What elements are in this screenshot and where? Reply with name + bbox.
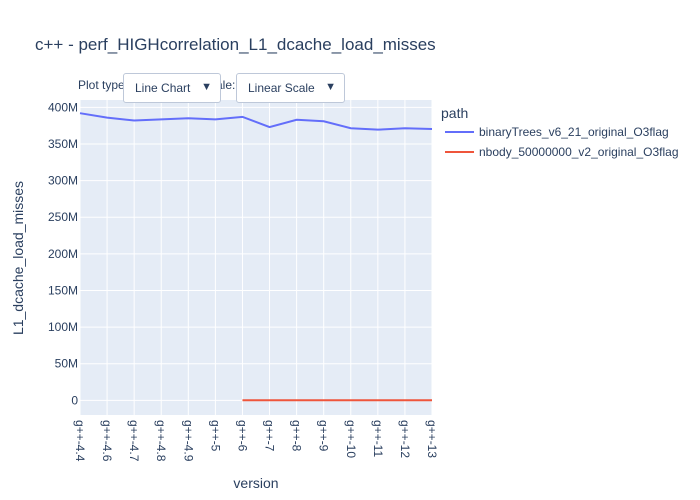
- y-tick-labels: 0 50M 100M 150M 200M 250M 300M 350M 400M: [48, 100, 78, 407]
- legend-item-label[interactable]: nbody_50000000_v2_original_O3flag: [479, 145, 679, 159]
- legend-item-label[interactable]: binaryTrees_v6_21_original_O3flag: [479, 125, 669, 139]
- y-tick-label: 250M: [48, 210, 78, 224]
- y-tick-label: 0: [71, 393, 78, 407]
- y-gridlines: [80, 106, 432, 401]
- y-tick-label: 100M: [48, 320, 78, 334]
- y-tick-label: 150M: [48, 283, 78, 297]
- y-tick-label: 350M: [48, 137, 78, 151]
- x-tick-label: g++-9: [317, 420, 331, 452]
- y-tick-label: 400M: [48, 100, 78, 114]
- plot-type-dropdown[interactable]: Line Chart ▼: [123, 73, 221, 103]
- chevron-down-icon: ▼: [325, 81, 336, 93]
- x-tick-labels: g++-4.4 g++-4.6 g++-4.7 g++-4.8 g++-4.9 g++-5…: [73, 420, 439, 462]
- y-axis-title: L1_dcache_load_misses: [10, 181, 26, 335]
- x-tick-label: g++-4.6: [100, 420, 114, 462]
- x-tick-label: g++-13: [425, 420, 439, 458]
- x-axis-title: version: [233, 475, 278, 491]
- plot-type-value: Line Chart: [135, 81, 191, 95]
- x-tick-label: g++-4.4: [73, 420, 87, 462]
- series-layer: [79, 112, 433, 402]
- y-tick-label: 200M: [48, 247, 78, 261]
- x-tick-label: g++-11: [371, 420, 385, 457]
- legend-title: path: [441, 105, 468, 121]
- x-tick-label: g++-4.9: [181, 420, 195, 462]
- x-tick-label: g++-10: [344, 420, 358, 458]
- scale-value: Linear Scale: [248, 81, 315, 95]
- legend-items: binaryTrees_v6_21_original_O3flag nbody_5…: [445, 125, 679, 159]
- chart-title: c++ - perf_HIGHcorrelation_L1_dcache_loa…: [35, 35, 436, 54]
- x-tick-label: g++-7: [263, 420, 277, 452]
- y-tick-label: 300M: [48, 174, 78, 188]
- x-tick-label: g++-8: [290, 420, 304, 452]
- chevron-down-icon: ▼: [201, 81, 212, 93]
- x-tick-label: g++-6: [235, 420, 249, 452]
- x-tick-label: g++-5: [208, 420, 222, 452]
- plot-type-label: Plot type:: [78, 78, 129, 92]
- legend: path binaryTrees_v6_21_original_O3flagnb…: [441, 105, 679, 159]
- x-gridlines: [79, 100, 433, 415]
- plot-background: [80, 100, 432, 415]
- x-tick-label: g++-12: [398, 420, 412, 458]
- x-tick-label: g++-4.8: [154, 420, 168, 462]
- x-tick-label: g++-4.7: [127, 420, 141, 462]
- y-tick-label: 50M: [55, 357, 78, 371]
- series-line-0: [79, 112, 433, 131]
- scale-dropdown[interactable]: Linear Scale ▼: [236, 73, 345, 103]
